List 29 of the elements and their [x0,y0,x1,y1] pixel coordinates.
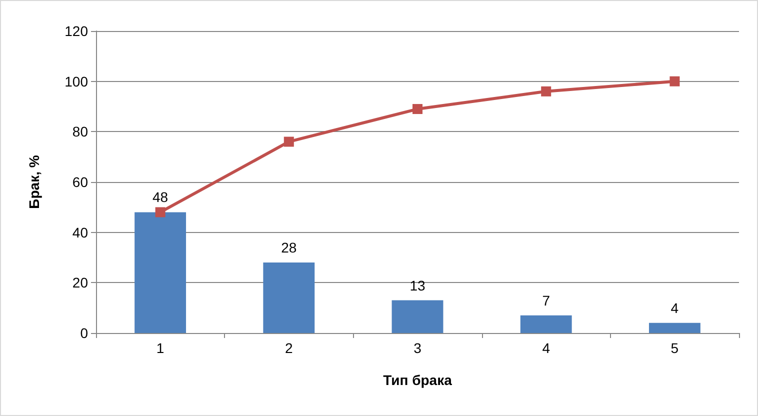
data-label: 13 [410,277,426,294]
x-tick-label: 3 [414,340,422,356]
point [541,86,552,96]
bar [392,300,444,333]
y-tick-label: 20 [72,274,88,291]
x-tick-label: 5 [670,340,679,356]
y-tick-label: 60 [72,174,88,190]
bar [648,322,700,333]
point [284,136,294,147]
bar [263,262,315,333]
data-label: 7 [542,292,550,308]
data-label: 4 [670,300,679,316]
y-tick-label: 100 [64,73,88,90]
y-axis-title: Брак, % [26,154,42,209]
y-tick-label: 80 [72,124,88,140]
point [670,76,680,86]
x-axis-title: Тип брака [383,372,452,388]
x-tick-label: 1 [156,340,164,356]
x-tick-label: 2 [285,340,293,356]
bar [520,315,572,333]
y-tick-label: 120 [64,23,88,39]
bar [134,212,186,333]
y-tick-label: 0 [80,325,88,341]
point [155,207,166,218]
point [412,104,422,114]
data-label: 48 [152,189,168,206]
x-tick-label: 4 [542,340,550,356]
y-tick-label: 40 [72,224,88,240]
data-label: 28 [281,240,297,256]
